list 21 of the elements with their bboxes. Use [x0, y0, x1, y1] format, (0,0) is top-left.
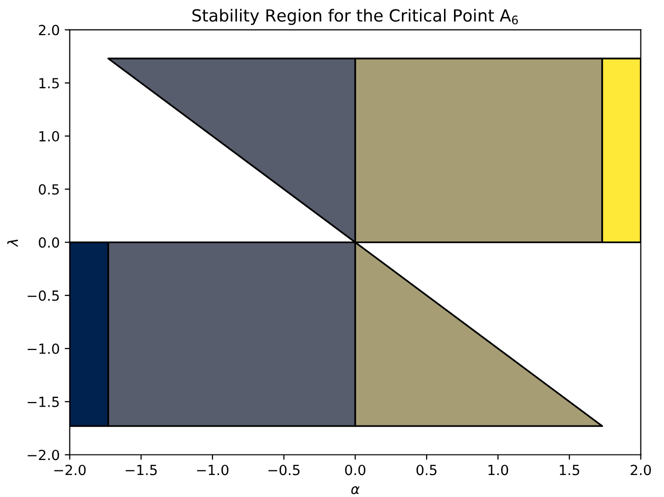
- x-tick-label: −1.0: [197, 464, 228, 476]
- x-tick-label: 0.5: [416, 464, 436, 476]
- y-tick-label: −2.0: [28, 450, 60, 460]
- x-tick-label: 2.0: [630, 464, 651, 476]
- x-tick-label: 0.0: [345, 464, 366, 476]
- x-axis-title: α: [351, 486, 360, 494]
- x-tick-label: −1.5: [126, 464, 157, 476]
- y-tick-label: 0.5: [38, 184, 59, 195]
- y-tick-label: −1.0: [28, 343, 60, 354]
- chart-title: Stability Region for the Critical Point A$_{6}$: [192, 8, 518, 25]
- y-axis-title: λ: [7, 240, 18, 248]
- x-tick-label: 1.0: [488, 464, 508, 476]
- y-tick-label: 1.0: [39, 131, 60, 142]
- y-tick-label: 2.0: [38, 24, 60, 36]
- x-tick-label: −2.0: [54, 464, 86, 476]
- y-tick-label: 0.0: [38, 237, 60, 248]
- x-tick-label: 1.5: [560, 464, 580, 476]
- y-tick-label: −1.5: [28, 396, 59, 408]
- y-tick-label: −0.5: [28, 290, 59, 301]
- x-tick-label: −0.5: [268, 464, 300, 476]
- y-tick-label: 1.5: [39, 78, 59, 88]
